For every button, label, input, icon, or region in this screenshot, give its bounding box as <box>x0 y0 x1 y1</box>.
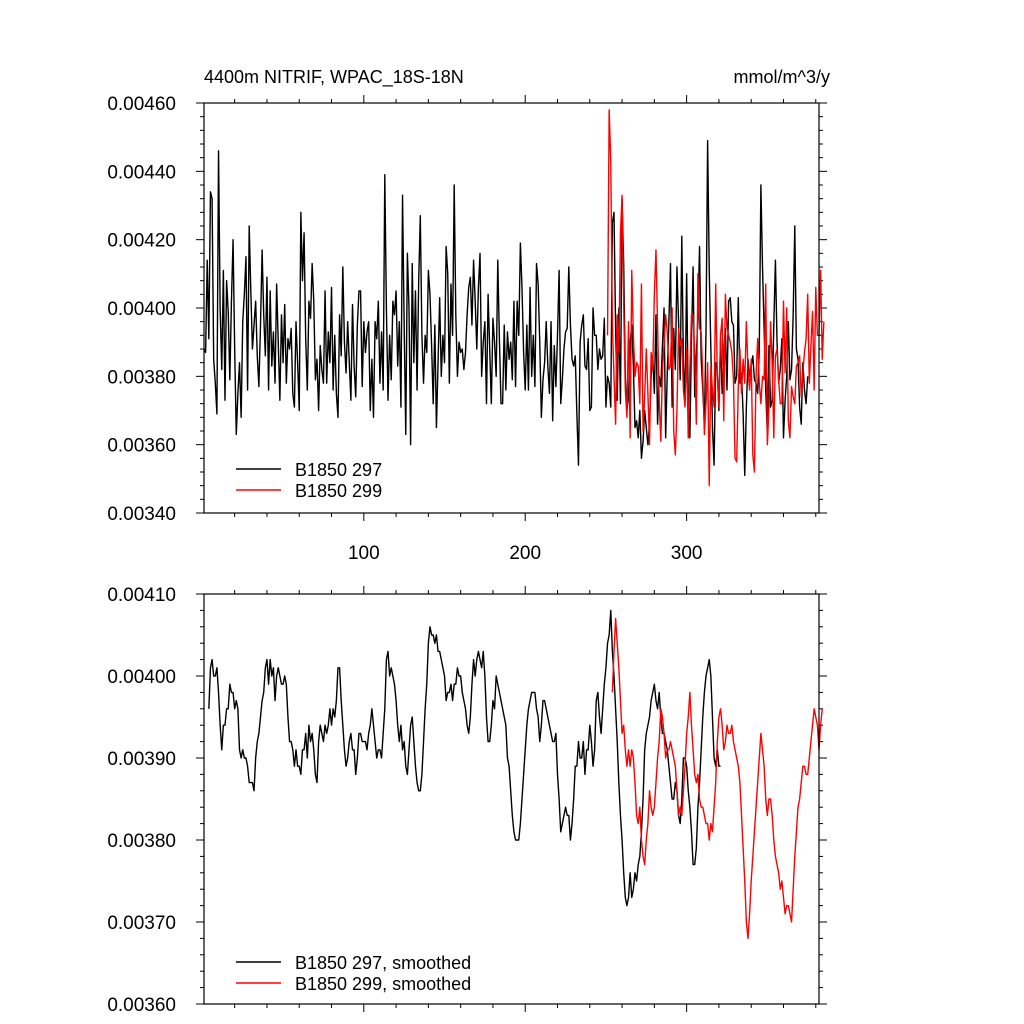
top-series-line-0 <box>203 139 809 477</box>
top-ytick-label: 0.00380 <box>107 367 176 388</box>
top-y-tick-labels: 0.00340 0.00360 0.00380 0.00400 0.00420 0.004… <box>107 94 176 525</box>
bottom-ytick-label: 0.00400 <box>107 667 176 688</box>
top-ytick-label: 0.00440 <box>107 162 176 183</box>
top-ytick-label: 0.00400 <box>107 299 176 320</box>
bottom-ytick-label: 0.00380 <box>107 831 176 852</box>
top-chart-title: 4400m NITRIF, WPAC_18S-18N <box>204 67 464 88</box>
top-xtick-label: 300 <box>671 543 703 564</box>
bottom-ytick-label: 0.00370 <box>107 913 176 934</box>
bottom-ytick-label: 0.00390 <box>107 749 176 770</box>
bottom-y-tick-labels: 0.00360 0.00370 0.00380 0.00390 0.00400 0.004… <box>107 585 176 1016</box>
top-chart-units: mmol/m^3/y <box>734 67 830 87</box>
top-legend: B1850 297 B1850 299 <box>236 460 382 501</box>
top-x-tick-labels: 100 200 300 <box>348 543 703 564</box>
bottom-panel: 0.00360 0.00370 0.00380 0.00390 0.00400 0.004… <box>107 585 827 1016</box>
bottom-legend: B1850 297, smoothed B1850 299, smoothed <box>236 953 471 994</box>
top-ytick-label: 0.00360 <box>107 436 176 457</box>
top-plot-lines <box>203 109 825 487</box>
bottom-plot-frame <box>203 593 820 1005</box>
top-ytick-label: 0.00420 <box>107 231 176 252</box>
top-panel: 4400m NITRIF, WPAC_18S-18N mmol/m^3/y 0.… <box>107 67 830 564</box>
top-ytick-label: 0.00340 <box>107 504 176 525</box>
top-xtick-label: 100 <box>348 543 380 564</box>
top-xtick-label: 200 <box>509 543 541 564</box>
bottom-ytick-label: 0.00360 <box>107 995 176 1016</box>
top-legend-label-1: B1850 299 <box>295 481 382 501</box>
bottom-series-line-0 <box>208 609 721 907</box>
top-plot-frame <box>203 102 820 514</box>
bottom-plot-lines <box>208 609 823 940</box>
top-ytick-label: 0.00460 <box>107 94 176 115</box>
top-legend-label-0: B1850 297 <box>295 460 382 480</box>
bottom-axis-ticks <box>196 586 827 1012</box>
bottom-legend-label-0: B1850 297, smoothed <box>295 953 471 973</box>
bottom-legend-label-1: B1850 299, smoothed <box>295 974 471 994</box>
bottom-ytick-label: 0.00410 <box>107 585 176 606</box>
bottom-series-line-1 <box>611 617 823 940</box>
top-series-line-1 <box>606 109 825 487</box>
top-axis-ticks <box>196 95 827 521</box>
